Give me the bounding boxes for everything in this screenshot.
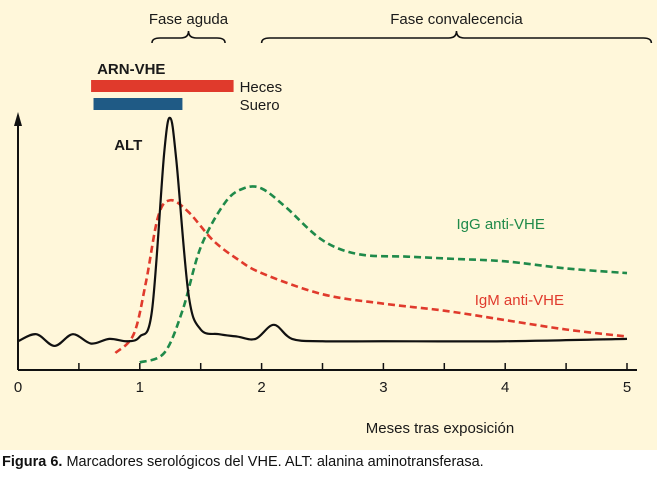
phase-label-convalescence: Fase convalecencia <box>390 11 523 28</box>
serology-chart: 0 1 2 3 4 5 Meses tras exposición Fase aguda F… <box>14 11 653 437</box>
x-axis-title: Meses tras exposición <box>366 420 514 437</box>
igm-annotation: IgM anti-VHE <box>475 292 564 309</box>
phase-brace-acute <box>151 30 226 44</box>
alt-annotation: ALT <box>114 137 142 154</box>
axes <box>14 112 637 371</box>
figure-caption: Figura 6. Marcadores serológicos del VHE… <box>2 454 657 470</box>
x-tick-label: 4 <box>501 379 509 396</box>
caption-prefix: Figura 6. <box>2 454 63 470</box>
rna-label: ARN-VHE <box>97 61 165 78</box>
rna-bar-heces <box>91 80 234 92</box>
x-tick-label: 1 <box>136 379 144 396</box>
x-tick-label: 5 <box>623 379 631 396</box>
rna-bar-suero <box>93 98 183 110</box>
caption-text: Marcadores serológicos del VHE. ALT: ala… <box>62 454 484 470</box>
phase-label-acute: Fase aguda <box>149 11 229 28</box>
igg-annotation: IgG anti-VHE <box>456 216 544 233</box>
rna-bar-label-suero: Suero <box>240 97 280 114</box>
series-line-igm-anti-vhe <box>114 198 628 354</box>
x-tick-label: 0 <box>14 379 22 396</box>
x-tick-label: 2 <box>257 379 265 396</box>
series-line-alt <box>17 116 628 348</box>
series-line-igg-anti-vhe <box>139 185 628 364</box>
y-axis-arrow-icon <box>14 112 22 126</box>
phase-brace-convalescence <box>260 30 653 44</box>
rna-bar-label-heces: Heces <box>240 79 283 96</box>
figure-panel: 0 1 2 3 4 5 Meses tras exposición Fase aguda F… <box>0 0 657 450</box>
x-tick-label: 3 <box>379 379 387 396</box>
